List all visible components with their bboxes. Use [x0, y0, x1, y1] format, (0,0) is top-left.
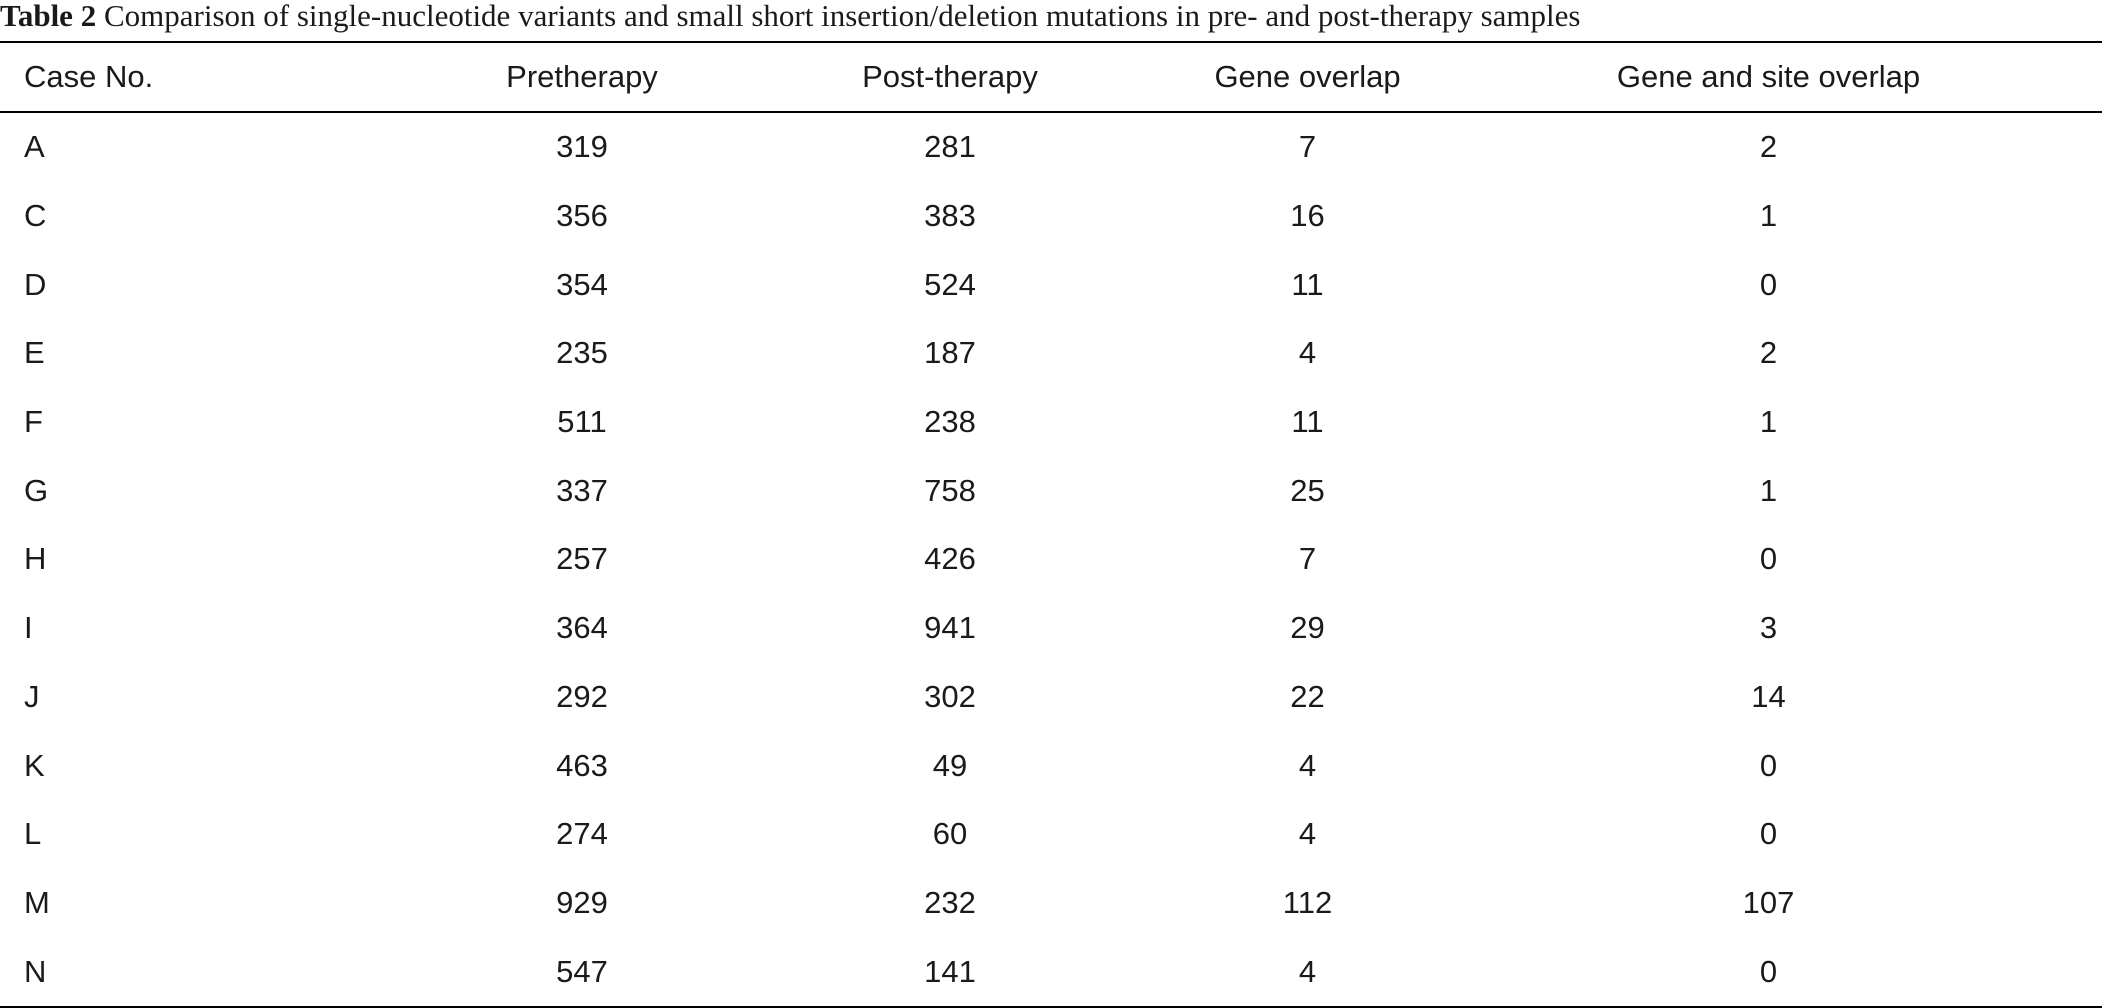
cell-gene-site-overlap: 14 [1751, 678, 1786, 714]
cell-gene-overlap: 16 [1290, 198, 1325, 234]
table-row: C 356 383 16 1 [0, 182, 2102, 251]
header-post-therapy: Post-therapy [862, 59, 1038, 94]
cell-case-no: H [24, 541, 47, 577]
cell-gene-overlap: 22 [1290, 678, 1325, 714]
cell-post-therapy: 238 [924, 404, 976, 440]
table-row: L 274 60 4 0 [0, 800, 2102, 869]
cell-gene-overlap: 4 [1298, 747, 1317, 783]
cell-post-therapy: 383 [924, 198, 976, 234]
cell-post-therapy: 49 [932, 747, 968, 783]
cell-case-no: K [24, 747, 45, 783]
cell-post-therapy: 187 [924, 335, 976, 371]
cell-post-therapy: 758 [924, 472, 976, 508]
cell-pretherapy: 364 [556, 610, 608, 646]
cell-pretherapy: 337 [556, 472, 608, 508]
cell-post-therapy: 141 [924, 953, 976, 989]
mutation-comparison-table: Case No. Pretherapy Post-therapy Gene ov… [0, 41, 2102, 1008]
cell-pretherapy: 463 [556, 747, 608, 783]
cell-pretherapy: 511 [557, 404, 607, 440]
cell-gene-overlap: 25 [1290, 472, 1325, 508]
cell-post-therapy: 60 [932, 816, 968, 852]
table-row: D 354 524 11 0 [0, 250, 2102, 319]
cell-case-no: M [24, 884, 50, 920]
cell-case-no: A [24, 129, 45, 165]
cell-gene-overlap: 11 [1291, 266, 1324, 302]
cell-pretherapy: 929 [556, 884, 608, 920]
cell-gene-site-overlap: 1 [1759, 404, 1778, 440]
table-body: A 319 281 7 2 C 356 383 16 1 D 354 524 11 0 E 235 187 4 2 F 5… [0, 112, 2102, 1007]
table-row: H 257 426 7 0 [0, 525, 2102, 594]
cell-case-no: F [24, 404, 43, 440]
cell-case-no: G [24, 472, 49, 508]
cell-gene-site-overlap: 107 [1742, 884, 1795, 920]
cell-post-therapy: 302 [924, 678, 976, 714]
table-caption-label: Table 2 [0, 0, 97, 33]
cell-pretherapy: 319 [556, 129, 608, 165]
cell-post-therapy: 426 [924, 541, 976, 577]
header-gene-site-overlap: Gene and site overlap [1616, 59, 1921, 94]
table-header: Case No. Pretherapy Post-therapy Gene ov… [0, 42, 2102, 112]
table-header-row: Case No. Pretherapy Post-therapy Gene ov… [0, 42, 2102, 112]
cell-case-no: N [24, 953, 47, 989]
cell-pretherapy: 547 [556, 953, 608, 989]
table-caption: Table 2 Comparison of single-nucleotide … [0, 0, 1580, 36]
table-row: I 364 941 29 3 [0, 594, 2102, 663]
cell-gene-site-overlap: 0 [1759, 541, 1778, 577]
cell-post-therapy: 281 [924, 129, 976, 165]
header-case-no: Case No. [24, 59, 154, 94]
cell-post-therapy: 524 [924, 266, 976, 302]
table-row: G 337 758 25 1 [0, 456, 2102, 525]
cell-post-therapy: 941 [924, 610, 976, 646]
cell-pretherapy: 235 [556, 335, 608, 371]
cell-gene-site-overlap: 3 [1759, 610, 1778, 646]
table-caption-text: Comparison of single-nucleotide variants… [103, 0, 1581, 33]
table-row: N 547 141 4 0 [0, 937, 2102, 1007]
cell-gene-site-overlap: 0 [1759, 816, 1778, 852]
table-row: J 292 302 22 14 [0, 663, 2102, 732]
cell-gene-overlap: 4 [1298, 953, 1317, 989]
cell-pretherapy: 292 [556, 678, 608, 714]
table-row: K 463 49 4 0 [0, 731, 2102, 800]
cell-case-no: C [24, 198, 47, 234]
cell-gene-site-overlap: 2 [1759, 335, 1778, 371]
cell-pretherapy: 257 [556, 541, 608, 577]
cell-gene-site-overlap: 0 [1759, 747, 1778, 783]
cell-case-no: J [24, 678, 40, 714]
table-row: M 929 232 112 107 [0, 869, 2102, 938]
cell-gene-site-overlap: 1 [1759, 198, 1778, 234]
cell-gene-overlap: 11 [1291, 404, 1324, 440]
cell-post-therapy: 232 [924, 884, 976, 920]
cell-gene-site-overlap: 1 [1759, 472, 1778, 508]
table-row: A 319 281 7 2 [0, 112, 2102, 182]
cell-case-no: I [24, 610, 33, 646]
cell-case-no: L [24, 816, 42, 852]
cell-pretherapy: 354 [556, 266, 608, 302]
cell-pretherapy: 356 [556, 198, 608, 234]
table-row: E 235 187 4 2 [0, 319, 2102, 388]
cell-gene-overlap: 7 [1298, 129, 1317, 165]
cell-gene-overlap: 4 [1298, 816, 1317, 852]
cell-gene-overlap: 4 [1298, 335, 1317, 371]
header-pretherapy: Pretherapy [506, 59, 658, 94]
header-gene-overlap: Gene overlap [1214, 59, 1401, 94]
cell-case-no: E [24, 335, 45, 371]
cell-gene-overlap: 29 [1290, 610, 1325, 646]
cell-pretherapy: 274 [556, 816, 608, 852]
cell-gene-site-overlap: 0 [1759, 266, 1778, 302]
cell-gene-overlap: 7 [1298, 541, 1317, 577]
cell-gene-overlap: 112 [1282, 884, 1333, 920]
cell-case-no: D [24, 266, 47, 302]
table-row: F 511 238 11 1 [0, 388, 2102, 457]
cell-gene-site-overlap: 2 [1759, 129, 1778, 165]
cell-gene-site-overlap: 0 [1759, 953, 1778, 989]
